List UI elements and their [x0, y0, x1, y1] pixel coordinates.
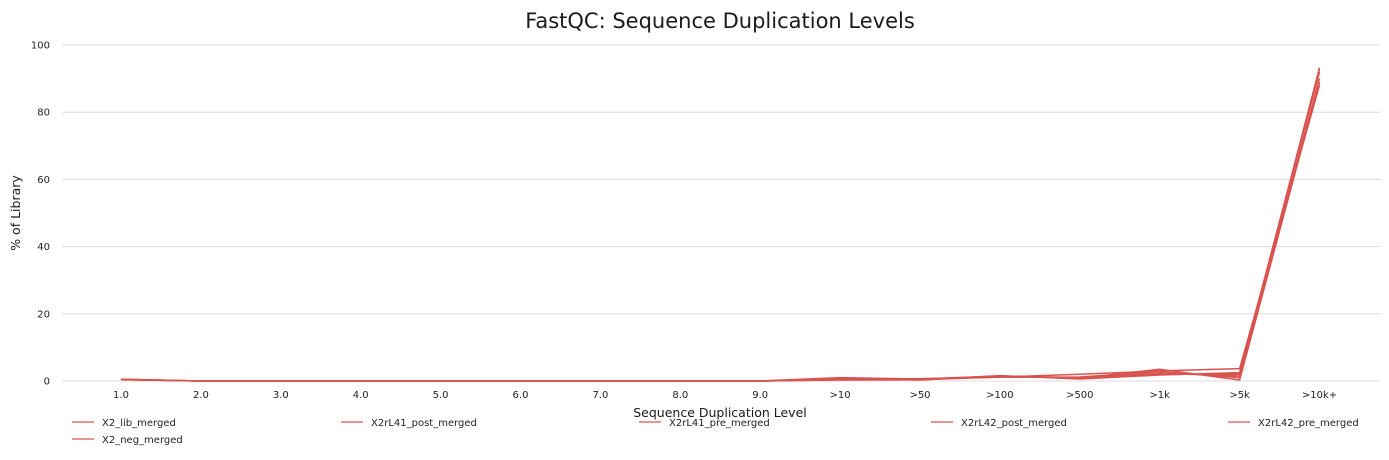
y-tick-label: 100: [31, 41, 50, 52]
legend-label: X2rL42_post_merged: [961, 418, 1067, 429]
chart-title: FastQC: Sequence Duplication Levels: [525, 9, 915, 33]
x-tick-label: >50: [909, 390, 930, 401]
series-line-X2_lib_merged: [120, 68, 1321, 382]
x-axis-ticks: 1.0 2.0 3.0 4.0 5.0 6.0 7.0 8.0 9.0 >10 >50 >100 >50…: [113, 390, 1337, 401]
x-tick-label: 1.0: [113, 390, 129, 401]
x-tick-label: 7.0: [592, 390, 608, 401]
y-tick-label: 80: [37, 108, 50, 119]
x-tick-label: 6.0: [513, 390, 529, 401]
x-axis-label: Sequence Duplication Level: [633, 405, 807, 420]
x-tick-label: 8.0: [672, 390, 688, 401]
x-tick-label: >10: [830, 390, 851, 401]
series-line-X2rL41_pre_merged: [120, 78, 1321, 382]
legend-label: X2rL41_pre_merged: [669, 418, 770, 429]
legend-item[interactable]: X2rL41_post_merged: [341, 418, 477, 429]
x-tick-label: 5.0: [433, 390, 449, 401]
x-tick-label: 4.0: [353, 390, 369, 401]
series-line-X2_neg_merged: [120, 85, 1321, 382]
series-lines: [120, 67, 1321, 382]
legend-label: X2_neg_merged: [102, 435, 183, 446]
legend-label: X2rL41_post_merged: [371, 418, 477, 429]
x-tick-label: 9.0: [752, 390, 768, 401]
x-tick-label: >5k: [1229, 390, 1250, 401]
legend-item[interactable]: X2_neg_merged: [72, 435, 183, 446]
x-tick-label: 3.0: [273, 390, 289, 401]
legend-item[interactable]: X2rL41_pre_merged: [639, 418, 770, 429]
y-tick-label: 0: [44, 377, 50, 388]
legend-label: X2_lib_merged: [102, 418, 176, 429]
x-tick-label: >100: [986, 390, 1013, 401]
x-tick-label: >500: [1066, 390, 1093, 401]
y-axis-label: % of Library: [8, 175, 23, 251]
legend-item[interactable]: X2_lib_merged: [72, 418, 176, 429]
legend-label: X2rL42_pre_merged: [1258, 418, 1359, 429]
legend-item[interactable]: X2rL42_post_merged: [931, 418, 1067, 429]
gridlines: [62, 44, 1380, 382]
x-tick-label: >1k: [1149, 390, 1170, 401]
y-tick-label: 40: [37, 242, 50, 253]
x-tick-label: 2.0: [193, 390, 209, 401]
y-tick-label: 20: [37, 309, 50, 320]
series-line-X2rL42_post_merged: [120, 71, 1321, 382]
legend: X2_lib_merged X2_neg_merged X2rL41_post_me…: [72, 418, 1359, 446]
series-line-X2rL41_post_merged: [120, 81, 1321, 382]
legend-item[interactable]: X2rL42_pre_merged: [1228, 418, 1359, 429]
y-tick-label: 60: [37, 175, 50, 186]
series-line-X2rL42_pre_merged: [120, 67, 1321, 382]
y-axis-ticks: 0 20 40 60 80 100: [31, 41, 50, 388]
x-tick-label: >10k+: [1302, 390, 1337, 401]
